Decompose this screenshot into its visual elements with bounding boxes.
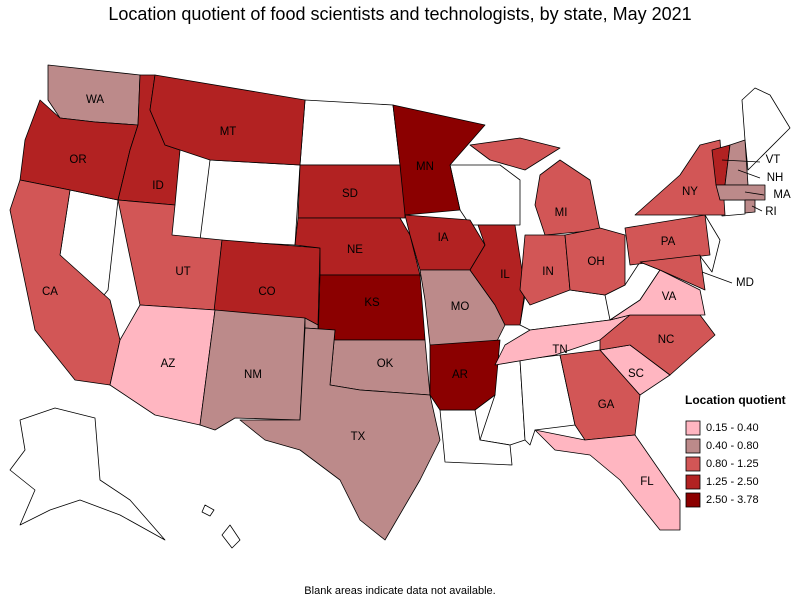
state-label: MA bbox=[773, 189, 791, 201]
state-label: VA bbox=[662, 291, 677, 303]
state bbox=[392, 104, 486, 216]
state bbox=[639, 254, 706, 291]
state-label: NH bbox=[767, 172, 784, 184]
legend-swatch bbox=[685, 456, 701, 472]
state-label: SC bbox=[628, 368, 644, 380]
state-label: IA bbox=[438, 232, 449, 244]
state bbox=[634, 139, 726, 216]
state-label: VT bbox=[766, 154, 781, 166]
state-label: UT bbox=[175, 266, 190, 278]
state-no-data bbox=[299, 99, 401, 166]
state-no-data bbox=[201, 504, 215, 517]
legend-label: 1.25 - 2.50 bbox=[706, 476, 759, 488]
states bbox=[9, 64, 766, 541]
state-label: WA bbox=[86, 94, 104, 106]
legend-swatch bbox=[685, 420, 701, 436]
state-label: PA bbox=[661, 236, 676, 248]
state-label: CO bbox=[258, 286, 275, 298]
state-label: OH bbox=[587, 256, 604, 268]
state-label: KS bbox=[364, 297, 380, 309]
legend-swatch bbox=[685, 474, 701, 490]
state-no-data bbox=[449, 164, 521, 226]
state-label: GA bbox=[598, 399, 615, 411]
leader-line bbox=[737, 169, 761, 179]
legend-label: 0.40 - 0.80 bbox=[706, 440, 759, 452]
leader-line bbox=[721, 159, 761, 163]
legend-label: 2.50 - 3.78 bbox=[706, 494, 759, 506]
state-label: IN bbox=[542, 266, 554, 278]
state-label: SD bbox=[342, 188, 358, 200]
state bbox=[715, 184, 766, 201]
state-label: NY bbox=[682, 186, 698, 198]
legend-title: Location quotient bbox=[685, 393, 786, 407]
state-label: FL bbox=[640, 476, 654, 488]
leader-line bbox=[744, 191, 765, 196]
state bbox=[564, 227, 626, 296]
state bbox=[149, 74, 306, 166]
state-label: NE bbox=[347, 244, 363, 256]
leader-line bbox=[701, 271, 733, 284]
state-label: MO bbox=[451, 301, 470, 313]
map-title: Location quotient of food scientists and… bbox=[108, 4, 691, 24]
state-no-data bbox=[199, 159, 301, 246]
state-label: OK bbox=[377, 358, 394, 370]
state-label: AZ bbox=[161, 358, 176, 370]
state bbox=[469, 224, 526, 326]
state-label: MD bbox=[736, 277, 754, 289]
legend-label: 0.15 - 0.40 bbox=[706, 422, 759, 434]
state-no-data bbox=[221, 524, 241, 549]
state-no-data bbox=[9, 407, 166, 541]
state-label: AR bbox=[452, 369, 468, 381]
state-label: CA bbox=[42, 286, 58, 298]
state bbox=[534, 429, 681, 531]
state-label: MI bbox=[555, 207, 568, 219]
state-label: ID bbox=[152, 180, 164, 192]
state-label: MT bbox=[220, 126, 237, 138]
state bbox=[609, 269, 706, 321]
state-label: IL bbox=[500, 269, 510, 281]
state-label: TN bbox=[552, 344, 567, 356]
legend-swatch bbox=[685, 492, 701, 508]
leader-line bbox=[751, 205, 763, 212]
state bbox=[297, 164, 406, 219]
state-label: RI bbox=[765, 206, 777, 218]
legend-label: 0.80 - 1.25 bbox=[706, 458, 759, 470]
state-label: MN bbox=[416, 161, 434, 173]
state-label: NM bbox=[244, 369, 262, 381]
state bbox=[744, 199, 756, 214]
state bbox=[239, 327, 441, 541]
state bbox=[519, 234, 571, 306]
state-label: NC bbox=[658, 334, 675, 346]
legend: 0.15 - 0.40 0.40 - 0.80 0.80 - 1.25 1.25 - … bbox=[685, 420, 759, 508]
leader-lines bbox=[701, 159, 765, 284]
state-label: OR bbox=[69, 154, 86, 166]
footnote: Blank areas indicate data not available. bbox=[304, 585, 495, 597]
state-label: TX bbox=[351, 431, 366, 443]
legend-swatch bbox=[685, 438, 701, 454]
state bbox=[429, 339, 501, 411]
state bbox=[624, 214, 711, 266]
state-no-data bbox=[741, 87, 791, 171]
